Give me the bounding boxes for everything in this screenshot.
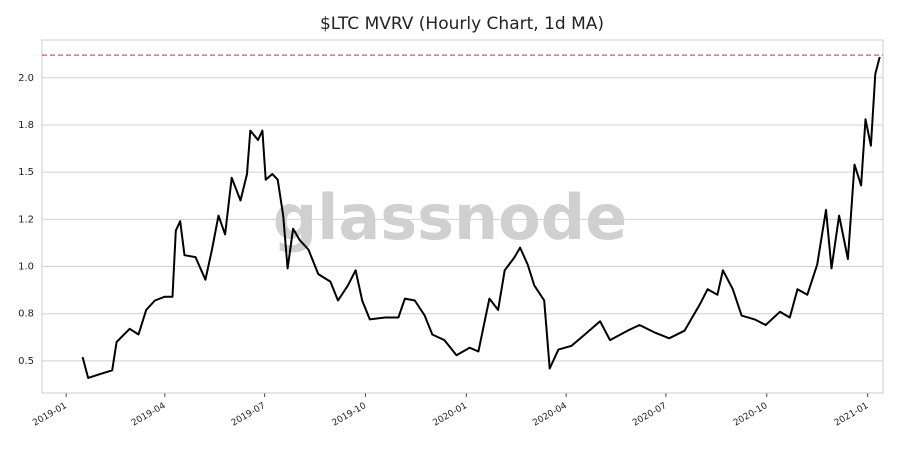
y-tick-label: 1.8 [18, 120, 34, 131]
x-tick-label: 2019-10 [331, 401, 369, 429]
watermark: glassnode [273, 181, 627, 254]
y-tick-label: 0.5 [18, 356, 34, 367]
data-line [81, 56, 881, 379]
y-tick-label: 1.2 [18, 214, 34, 225]
y-tick-label: 0.8 [18, 309, 34, 320]
x-tick-label: 2019-04 [130, 401, 168, 429]
x-tick-label: 2019-07 [230, 401, 268, 428]
x-tick-label: 2020-01 [432, 401, 470, 428]
x-tick-label: 2020-10 [732, 401, 770, 429]
x-tick-label: 2021-01 [833, 401, 871, 428]
y-tick-label: 1.5 [18, 167, 34, 178]
y-tick-label: 2.0 [18, 73, 34, 84]
y-tick-label: 1.0 [18, 262, 34, 273]
chart-title: $LTC MVRV (Hourly Chart, 1d MA) [320, 14, 604, 34]
x-tick-label: 2020-07 [631, 401, 669, 428]
plot-frame [41, 39, 884, 394]
x-tick-label: 2019-01 [31, 401, 69, 428]
x-tick-label: 2020-04 [531, 401, 569, 429]
